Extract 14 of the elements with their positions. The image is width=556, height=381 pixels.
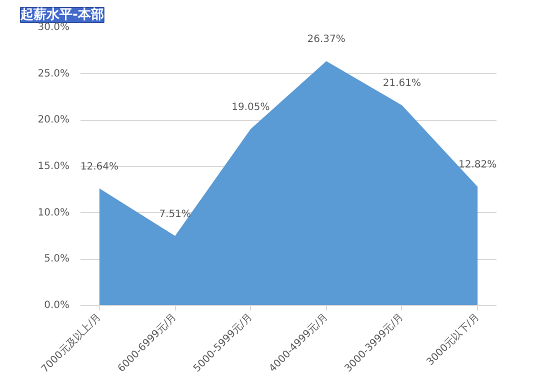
data-label: 21.61% bbox=[382, 78, 422, 90]
y-tick-label: 5.0% bbox=[44, 254, 70, 265]
data-label: 7.51% bbox=[159, 208, 191, 220]
y-tick-label: 0.0% bbox=[44, 300, 70, 311]
data-label: 12.64% bbox=[80, 161, 118, 172]
data-label: 19.05% bbox=[232, 102, 270, 113]
y-tick-label: 20.0% bbox=[38, 114, 70, 126]
y-tick-label: 15.0% bbox=[38, 161, 70, 172]
chart-title: 起薪水平-本部 bbox=[20, 6, 104, 22]
data-label: 12.82% bbox=[458, 160, 497, 171]
data-label: 26.37% bbox=[307, 34, 346, 46]
y-tick-label: 25.0% bbox=[38, 68, 70, 80]
y-tick-label: 30.0% bbox=[38, 22, 70, 33]
y-tick-label: 10.0% bbox=[38, 207, 70, 218]
